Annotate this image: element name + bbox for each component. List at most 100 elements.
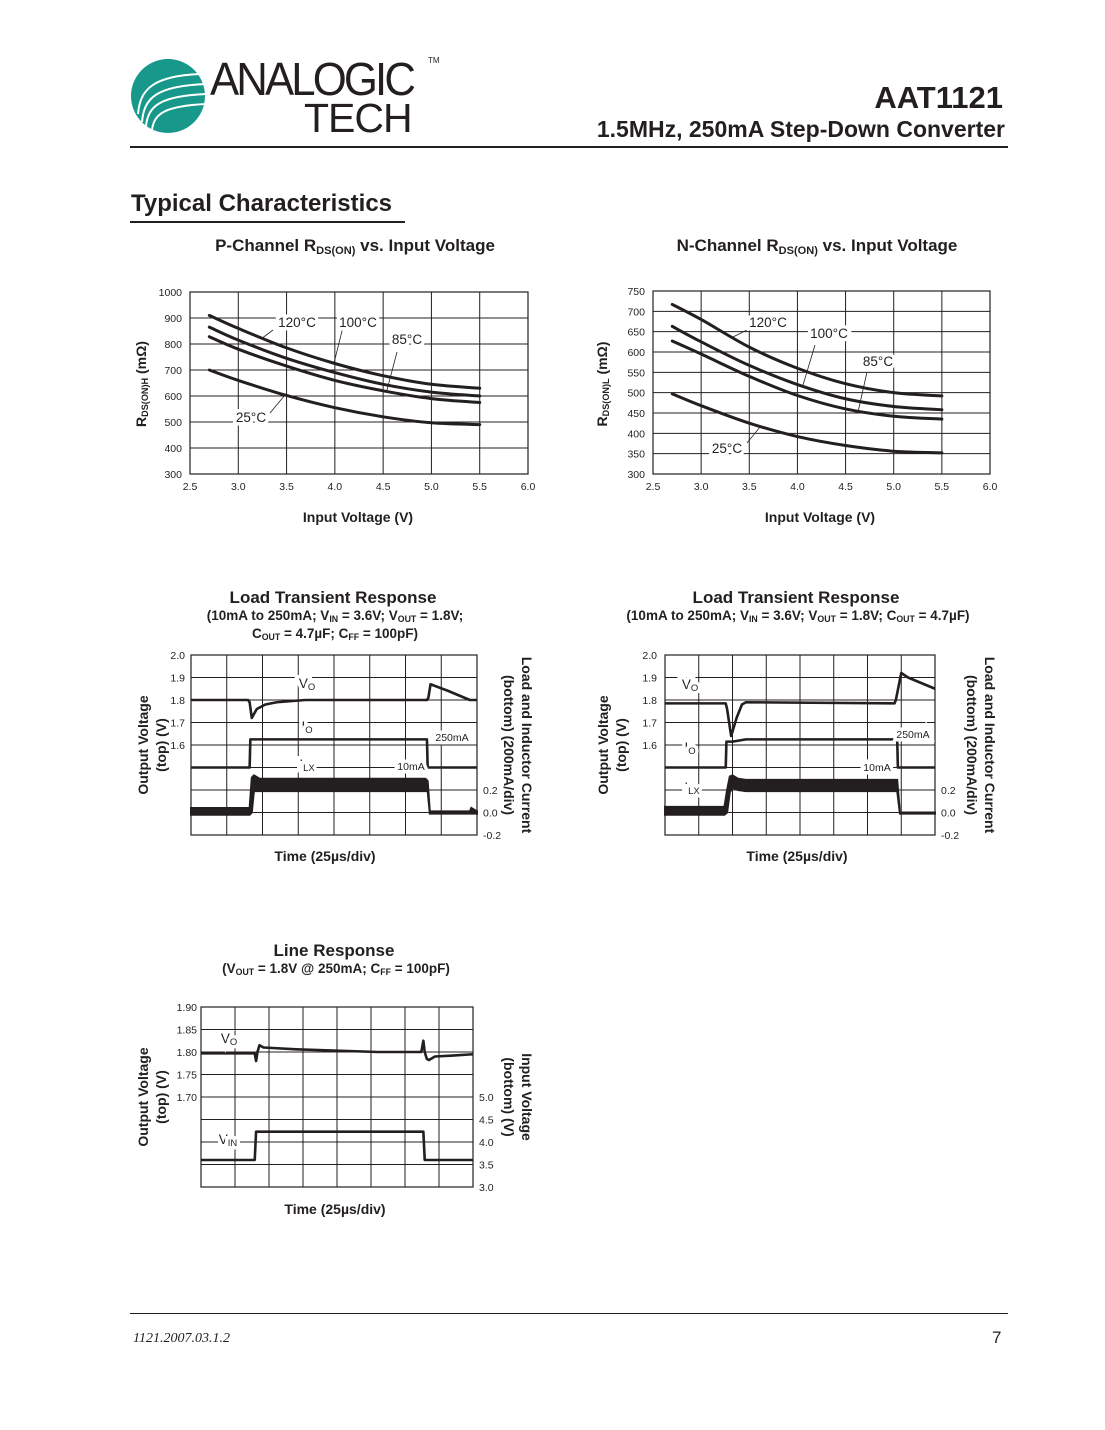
- y-tick-label-left: 1.6: [642, 740, 657, 752]
- text-segment: O: [688, 746, 695, 757]
- logo-text-tech: TECH: [304, 95, 413, 141]
- y-tick-label-left: 1.8: [642, 695, 657, 707]
- chart-subtitle-line-1: (10mA to 250mA; VIN = 3.6V; VOUT = 1.8V;…: [626, 608, 970, 625]
- trace-label: IO: [684, 740, 695, 757]
- y-tick-label: 400: [164, 443, 182, 455]
- chart-title-load-transient-1: Load Transient Response: [229, 588, 437, 607]
- y-tick-label-left: 1.80: [177, 1047, 198, 1059]
- text-segment: LX: [303, 763, 315, 774]
- document-number: 1121.2007.03.1.2: [133, 1331, 230, 1346]
- chart-subtitle-line-1: (VOUT = 1.8V @ 250mA; CFF = 100pF): [222, 961, 450, 978]
- y-tick-label-right: 4.5: [479, 1115, 494, 1127]
- trace-ilx: [190, 774, 478, 816]
- chart-subtitle-line-1: (10mA to 250mA; VIN = 3.6V; VOUT = 1.8V;: [206, 608, 464, 625]
- x-tick-label: 5.5: [935, 481, 950, 493]
- series-label: 120°C: [278, 315, 316, 330]
- current-level-label: 250mA: [435, 732, 468, 744]
- chart-subtitle-line-2: COUT = 4.7µF; CFF = 100pF): [251, 626, 419, 643]
- chart-title-p-channel: P-Channel RDS(ON) vs. Input Voltage: [215, 236, 495, 257]
- x-tick-label: 2.5: [183, 481, 198, 493]
- x-tick-label: 3.0: [231, 481, 246, 493]
- y-tick-label-right: 3.5: [479, 1160, 494, 1172]
- plot-frame: [190, 654, 478, 836]
- plot-frame: [664, 654, 936, 836]
- leader-line: [732, 329, 748, 338]
- x-tick-label: 2.5: [646, 481, 661, 493]
- x-axis-label: Time (25µs/div): [284, 1201, 386, 1217]
- series-line-100c: [207, 325, 482, 398]
- y-tick-label: 1000: [159, 287, 183, 299]
- trace-label: IO: [301, 719, 312, 736]
- y-tick-label-left: 1.8: [170, 695, 185, 707]
- y-tick-label-left: 1.7: [170, 718, 185, 730]
- y-tick-label-left: 1.70: [177, 1092, 198, 1104]
- x-tick-label: 5.5: [472, 481, 487, 493]
- chart-title-load-transient-2: Load Transient Response: [692, 588, 900, 607]
- y-tick-label-right: 0.0: [483, 808, 498, 820]
- x-tick-label: 5.0: [424, 481, 439, 493]
- y-tick-label-right: -0.2: [941, 830, 959, 842]
- x-tick-label: 3.5: [279, 481, 294, 493]
- series-line-120c: [670, 302, 944, 398]
- y-tick-label: 500: [627, 388, 645, 400]
- analogictech-logo-mark: [130, 58, 207, 134]
- trace-vin: [201, 1130, 473, 1162]
- y-tick-label: 700: [164, 365, 182, 377]
- x-tick-label: 6.0: [521, 481, 536, 493]
- logo-text-analogic: ANALOGIC: [210, 53, 416, 105]
- header-divider: [130, 146, 1008, 148]
- y-tick-label: 600: [164, 391, 182, 403]
- leader-line: [746, 426, 761, 444]
- leader-line: [333, 326, 344, 364]
- chart-title-n-channel: N-Channel RDS(ON) vs. Input Voltage: [676, 236, 958, 257]
- y-tick-label-right: 4.0: [479, 1137, 494, 1149]
- trace-label: VIN: [219, 1132, 238, 1149]
- leader-line: [386, 351, 398, 391]
- y-tick-label-left: 1.6: [170, 740, 185, 752]
- trace-io: [665, 738, 935, 769]
- y-tick-label: 650: [627, 327, 645, 339]
- series-label: 85°C: [392, 332, 422, 347]
- series-line-120c: [207, 313, 482, 390]
- x-tick-label: 4.0: [328, 481, 343, 493]
- x-tick-label: 6.0: [983, 481, 998, 493]
- y-tick-label-left: 1.85: [177, 1025, 198, 1037]
- leader-line: [260, 329, 274, 340]
- page-number: 7: [992, 1328, 1002, 1347]
- text-segment: I: [301, 719, 305, 734]
- y-tick-label-left: 2.0: [642, 650, 657, 662]
- x-tick-label: 5.0: [886, 481, 901, 493]
- y-tick-label-right: 3.0: [479, 1182, 494, 1194]
- current-level-label: 10mA: [863, 762, 890, 774]
- part-number: AAT1121: [874, 80, 1003, 115]
- y-tick-label: 700: [627, 306, 645, 318]
- section-title-underline: [130, 221, 405, 223]
- y-tick-label-left: 1.9: [642, 673, 657, 685]
- y-tick-label: 750: [627, 286, 645, 298]
- y-tick-label-right: -0.2: [483, 830, 501, 842]
- chart-title-line-response: Line Response: [273, 941, 395, 960]
- y-tick-label: 600: [627, 347, 645, 359]
- x-axis-label: Input Voltage (V): [302, 509, 414, 525]
- leader-line: [802, 344, 816, 386]
- text-segment: I: [684, 780, 688, 795]
- y-tick-label-right: 5.0: [479, 1092, 494, 1104]
- series-line-100c: [670, 324, 944, 412]
- part-description: 1.5MHz, 250mA Step-Down Converter: [596, 116, 1005, 142]
- series-label: 120°C: [749, 315, 787, 330]
- series-label: 85°C: [863, 354, 893, 369]
- text-segment: V: [221, 1031, 230, 1046]
- text-segment: LX: [688, 786, 700, 797]
- trace-io: [191, 738, 477, 769]
- logo-trademark: TM: [428, 56, 440, 65]
- y-tick-label-right: 0.0: [941, 808, 956, 820]
- text-segment: V: [682, 677, 691, 692]
- trace-label: ILX: [684, 780, 700, 797]
- footer-divider: [130, 1313, 1008, 1314]
- series-label: 25°C: [236, 410, 266, 425]
- trace-vo: [665, 671, 936, 738]
- trace-vo: [191, 682, 477, 720]
- current-level-label: 10mA: [397, 761, 424, 773]
- y-tick-label: 450: [627, 408, 645, 420]
